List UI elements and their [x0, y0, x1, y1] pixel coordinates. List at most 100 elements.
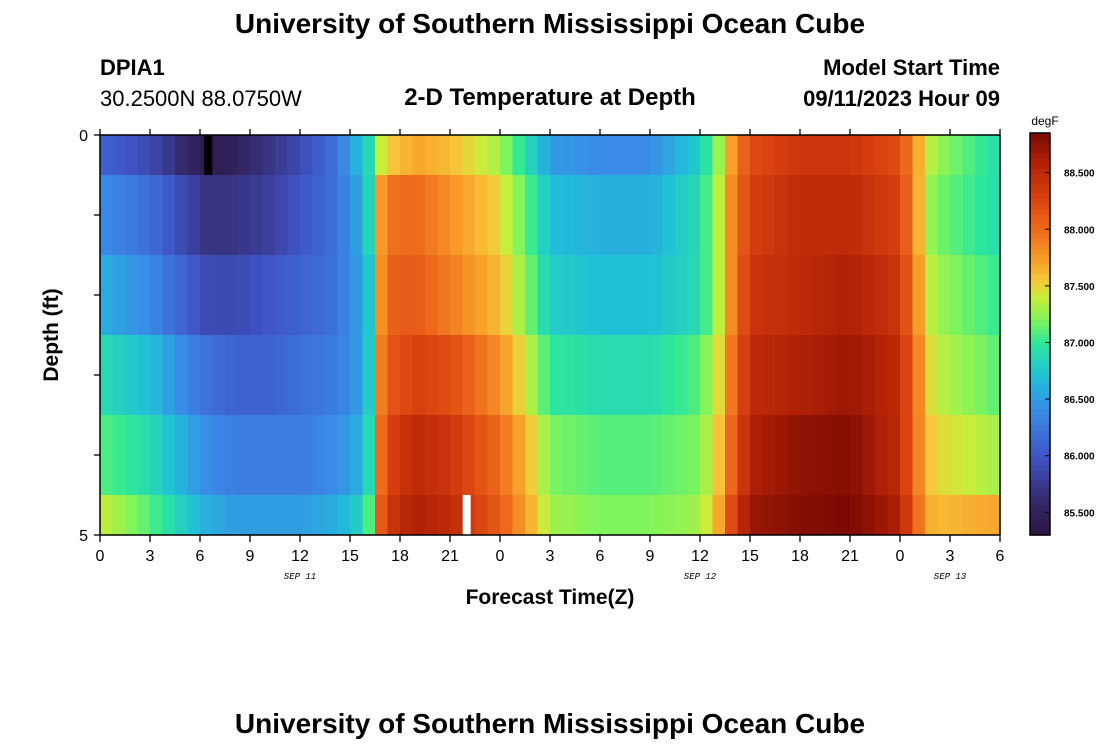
- colorbar-segment: [1030, 218, 1050, 225]
- heatmap-cell: [925, 415, 939, 496]
- heatmap-cell: [325, 135, 339, 176]
- heatmap-cell: [562, 335, 576, 416]
- colorbar-segment: [1030, 243, 1050, 250]
- heatmap-cell: [337, 495, 351, 536]
- heatmap-cell: [975, 335, 989, 416]
- heatmap-cell: [862, 175, 876, 256]
- heatmap-cell: [937, 495, 951, 536]
- heatmap-cell: [425, 255, 439, 336]
- heatmap-cell: [537, 175, 551, 256]
- heatmap-cell: [175, 495, 189, 536]
- heatmap-cell: [825, 255, 839, 336]
- heatmap-cell: [562, 175, 576, 256]
- heatmap-cell: [375, 175, 389, 256]
- heatmap-cell: [825, 495, 839, 536]
- heatmap-cell: [912, 415, 926, 496]
- heatmap-cell: [725, 415, 739, 496]
- heatmap-cell: [637, 335, 651, 416]
- x-tick-label: 21: [841, 548, 859, 565]
- x-tick-label: 0: [896, 548, 905, 565]
- colorbar-segment: [1030, 253, 1050, 260]
- heatmap-cell: [925, 335, 939, 416]
- heatmap-cell: [237, 255, 251, 336]
- heatmap-cell: [112, 135, 126, 176]
- heatmap-cell: [287, 495, 301, 536]
- heatmap-cell: [787, 135, 801, 176]
- heatmap-cell: [575, 255, 589, 336]
- heatmap-cell: [250, 495, 264, 536]
- heatmap-cell: [112, 255, 126, 336]
- heatmap-cell: [862, 255, 876, 336]
- heatmap-cell: [487, 255, 501, 336]
- heatmap-cell: [637, 135, 651, 176]
- heatmap-cell: [812, 335, 826, 416]
- heatmap-cell: [237, 415, 251, 496]
- colorbar-segment: [1030, 399, 1050, 405]
- heatmap-cell: [250, 335, 264, 416]
- heatmap-cell: [125, 255, 139, 336]
- heatmap-cell: [400, 135, 414, 176]
- colorbar-segment: [1030, 339, 1050, 345]
- colorbar-segment: [1030, 414, 1050, 421]
- colorbar-segment: [1030, 328, 1050, 335]
- heatmap-cell: [250, 135, 264, 176]
- colorbar-segment: [1030, 198, 1050, 204]
- colorbar-segment: [1030, 469, 1050, 476]
- x-tick-label: 6: [196, 548, 205, 565]
- colorbar-segment: [1030, 273, 1050, 280]
- heatmap-cell: [200, 495, 214, 536]
- heatmap-cell: [162, 415, 176, 496]
- heatmap-cell: [212, 135, 226, 176]
- heatmap-cell: [875, 335, 889, 416]
- heatmap-cell: [625, 415, 639, 496]
- heatmap-cell: [737, 175, 751, 256]
- heatmap-cell: [125, 335, 139, 416]
- heatmap-cell: [662, 255, 676, 336]
- heatmap-cell: [237, 135, 251, 176]
- heatmap-cell: [712, 335, 726, 416]
- colorbar-tick-label: 86.000: [1064, 452, 1095, 463]
- heatmap-cell: [362, 495, 376, 536]
- heatmap-cell: [950, 175, 964, 256]
- heatmap-cell: [162, 255, 176, 336]
- heatmap-cell: [575, 415, 589, 496]
- heatmap-cell: [237, 175, 251, 256]
- heatmap-cell: [800, 135, 814, 176]
- heatmap-cell: [837, 175, 851, 256]
- heatmap-cell: [887, 135, 901, 176]
- heatmap-cell: [675, 335, 689, 416]
- heatmap-cell: [612, 135, 626, 176]
- colorbar-segment: [1030, 248, 1050, 255]
- heatmap-cell: [637, 175, 651, 256]
- heatmap-cell: [575, 335, 589, 416]
- heatmap-cell: [150, 175, 164, 256]
- colorbar-segment: [1030, 434, 1050, 441]
- heatmap-cell: [525, 255, 539, 336]
- heatmap-cell: [262, 175, 276, 256]
- heatmap-cell: [837, 135, 851, 176]
- heatmap-cell: [637, 255, 651, 336]
- heatmap-cell: [462, 415, 476, 496]
- heatmap-cell: [962, 335, 976, 416]
- colorbar-tick-label: 87.500: [1064, 282, 1095, 293]
- colorbar-tick-label: 87.000: [1064, 338, 1095, 349]
- heatmap-cell: [687, 495, 701, 536]
- heatmap-cell: [887, 415, 901, 496]
- heatmap-cell: [275, 255, 289, 336]
- heatmap-cell: [262, 255, 276, 336]
- heatmap-cell: [812, 135, 826, 176]
- heatmap-cell: [975, 255, 989, 336]
- heatmap-cells: [100, 135, 1001, 536]
- colorbar-segment: [1030, 439, 1050, 446]
- plot-title: 2-D Temperature at Depth: [404, 84, 696, 111]
- heatmap-cell: [525, 175, 539, 256]
- heatmap-cell: [600, 415, 614, 496]
- heatmap-cell: [425, 415, 439, 496]
- heatmap-cell: [575, 495, 589, 536]
- heatmap-cell: [662, 495, 676, 536]
- colorbar-segment: [1030, 449, 1050, 456]
- heatmap-cell: [987, 175, 1001, 256]
- heatmap-cell: [975, 495, 989, 536]
- colorbar-segment: [1030, 379, 1050, 385]
- heatmap-cell: [325, 175, 339, 256]
